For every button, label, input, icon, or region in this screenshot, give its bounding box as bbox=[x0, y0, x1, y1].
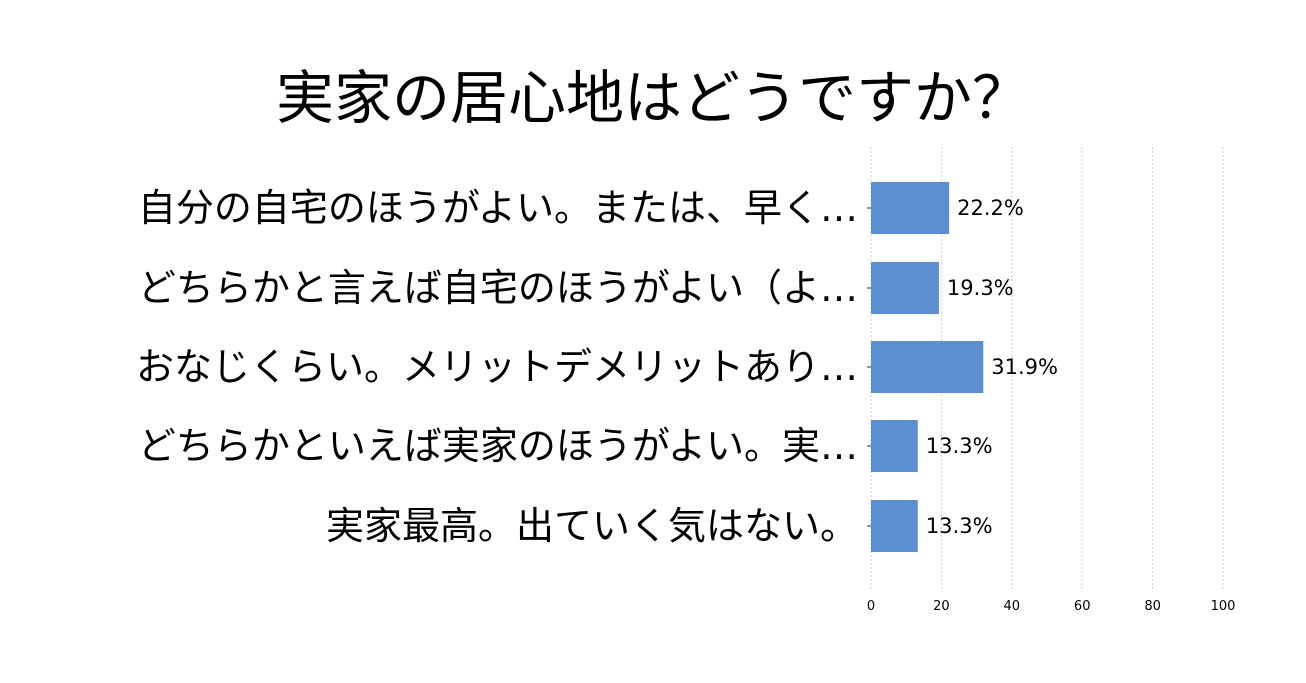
category-label: どちらかと言えば自宅のほうがよい（よ… bbox=[138, 266, 858, 310]
category-label: どちらかといえば実家のほうがよい。実… bbox=[138, 424, 858, 468]
x-tick-label: 100 bbox=[1211, 599, 1236, 614]
data-label: 13.3% bbox=[926, 514, 993, 538]
category-label: 実家最高。出ていく気はない。 bbox=[326, 504, 858, 548]
bar bbox=[871, 420, 918, 472]
x-axis-ticks: 0 20 40 60 80 100 bbox=[867, 599, 1236, 614]
data-label: 31.9% bbox=[991, 355, 1058, 379]
chart-title: 実家の居心地はどうですか？ bbox=[275, 64, 1030, 132]
data-label: 22.2% bbox=[957, 196, 1024, 220]
x-tick-label: 40 bbox=[1004, 599, 1021, 614]
x-tick-label: 0 bbox=[867, 599, 875, 614]
bar bbox=[871, 341, 984, 393]
value-labels: 22.2% 19.3% 31.9% 13.3% 13.3% bbox=[926, 196, 1058, 538]
bar bbox=[871, 262, 939, 314]
x-tick-label: 60 bbox=[1074, 599, 1091, 614]
category-labels: 自分の自宅のほうがよい。または、早く… どちらかと言えば自宅のほうがよい（よ… おな… bbox=[136, 186, 858, 548]
bar bbox=[871, 182, 950, 234]
bars bbox=[871, 182, 984, 552]
category-label: 自分の自宅のほうがよい。または、早く… bbox=[138, 186, 858, 230]
bar bbox=[871, 500, 918, 552]
x-tick-label: 80 bbox=[1144, 599, 1161, 614]
data-label: 19.3% bbox=[947, 276, 1014, 300]
data-label: 13.3% bbox=[926, 434, 993, 458]
category-label: おなじくらい。メリットデメリットあり… bbox=[136, 345, 858, 389]
x-tick-label: 20 bbox=[933, 599, 950, 614]
